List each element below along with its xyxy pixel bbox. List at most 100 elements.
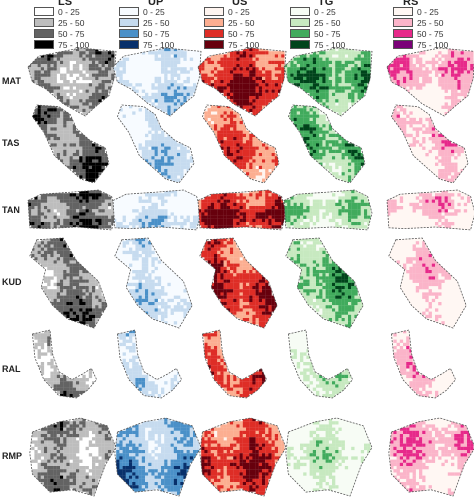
map-pixel — [148, 314, 152, 319]
map-pixel — [341, 178, 345, 182]
map-pixel — [170, 96, 174, 100]
map-pixel — [451, 162, 455, 166]
map-pixel — [341, 196, 345, 200]
map-pixel — [138, 83, 142, 87]
map-pixel — [108, 67, 112, 71]
map-pixel — [357, 169, 361, 173]
map-pixel — [300, 108, 304, 112]
map-pixel — [198, 199, 202, 203]
map-pixel — [457, 57, 461, 61]
map-pixel — [236, 54, 240, 58]
map-pixel — [63, 193, 67, 197]
map-pixel — [69, 140, 73, 144]
map-pixel — [325, 73, 329, 77]
map-pixel — [37, 117, 41, 122]
map-pixel — [230, 76, 234, 81]
map-pixel — [180, 89, 184, 93]
map-pixel — [316, 133, 320, 138]
map-pixel — [262, 80, 266, 84]
map-pixel — [258, 108, 263, 113]
map-pixel — [98, 199, 102, 203]
map-pixel — [322, 76, 326, 81]
map-pixel — [101, 196, 105, 200]
map-pixel — [101, 193, 105, 197]
map-pixel — [258, 51, 263, 55]
map-pixel — [271, 206, 275, 210]
map-pixel — [98, 206, 102, 210]
map-pixel — [34, 206, 38, 210]
map-pixel — [322, 117, 326, 122]
map-pixel — [290, 222, 294, 226]
map-pixel — [252, 92, 256, 97]
map-pixel — [354, 209, 358, 213]
map-pixel — [79, 92, 83, 97]
map-pixel — [223, 209, 227, 213]
map-pixel — [344, 102, 349, 106]
map-pixel — [335, 175, 339, 179]
map-pixel — [316, 57, 320, 61]
map-pixel — [223, 127, 227, 131]
map-pixel — [348, 80, 352, 84]
map-pixel — [303, 117, 307, 122]
map-pixel — [246, 99, 250, 103]
map-pixel — [332, 57, 336, 61]
map-pixel — [460, 76, 464, 81]
map-pixel — [145, 114, 149, 118]
map-pixel — [409, 121, 413, 125]
map-pixel — [246, 153, 250, 157]
map-pixel — [79, 196, 83, 200]
map-pixel — [425, 67, 429, 71]
map-pixel — [201, 254, 205, 258]
map-pixel — [306, 114, 310, 118]
map-pixel — [79, 83, 83, 87]
map-pixel — [72, 295, 77, 299]
map-pixel — [72, 276, 77, 280]
map-pixel — [348, 225, 352, 229]
map-pixel — [258, 199, 263, 203]
map-pixel — [170, 92, 174, 97]
map-pixel — [79, 51, 83, 55]
map-pixel — [335, 172, 339, 176]
map-pixel — [88, 153, 93, 157]
map-pixel — [88, 199, 93, 203]
map-pixel — [255, 149, 259, 154]
map-pixel — [214, 218, 218, 223]
map-pixel — [72, 289, 77, 293]
map-pixel — [431, 215, 436, 219]
map-pixel — [403, 121, 407, 125]
map-pixel — [447, 172, 452, 176]
map-pixel — [220, 292, 224, 296]
map-pixel — [265, 314, 269, 319]
row-label-tas: TAS — [2, 138, 20, 148]
map-pixel — [396, 117, 400, 122]
map-pixel — [92, 178, 96, 182]
map-pixel — [66, 308, 70, 312]
map-pixel — [300, 206, 304, 210]
map-pixel — [60, 260, 64, 264]
map-pixel — [262, 48, 266, 52]
map-pixel — [50, 73, 54, 77]
map-pixel — [360, 202, 365, 207]
map-pixel — [104, 76, 109, 81]
map-pixel — [151, 263, 155, 267]
map-pixel — [335, 70, 339, 74]
map-pixel — [415, 196, 420, 200]
map-pixel — [63, 302, 67, 306]
map-pixel — [262, 282, 266, 287]
map-pixel — [332, 83, 336, 87]
map-pixel — [66, 124, 70, 128]
map-pixel — [88, 169, 93, 173]
map-pixel — [108, 215, 112, 219]
map-pixel — [226, 225, 231, 229]
map-pixel — [217, 130, 221, 134]
map-pixel — [239, 282, 243, 287]
map-pixel — [148, 244, 152, 248]
map-pixel — [53, 153, 57, 157]
map-pixel — [239, 215, 243, 219]
map-pixel — [399, 127, 404, 131]
map-pixel — [344, 64, 349, 68]
map-pixel — [242, 127, 247, 131]
map-pixel — [360, 80, 365, 84]
map-pixel — [242, 105, 247, 109]
map-pixel — [66, 102, 70, 106]
